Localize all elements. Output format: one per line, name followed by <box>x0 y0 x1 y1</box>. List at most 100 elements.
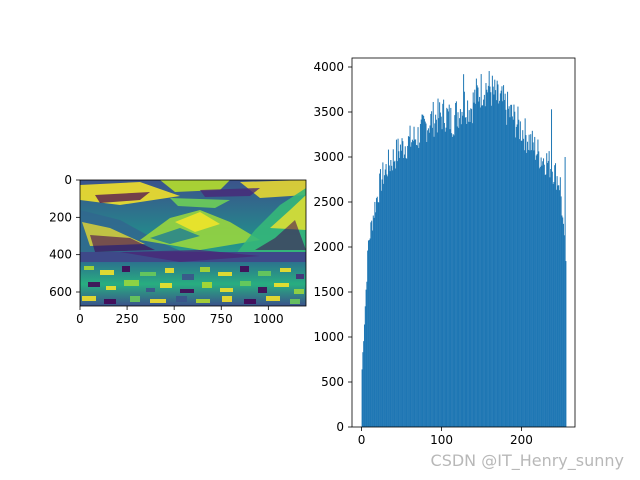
histogram-bar <box>507 91 509 428</box>
histogram-bar <box>451 133 453 428</box>
histogram-bar <box>418 147 420 427</box>
histogram-bar <box>449 129 451 427</box>
histogram-bar <box>482 105 484 427</box>
histogram-y-tick-label: 1500 <box>313 285 344 299</box>
histogram-bar <box>428 132 430 428</box>
histogram-bar <box>474 89 476 427</box>
histogram-bar <box>469 121 471 427</box>
histogram-y-tick-label: 2000 <box>313 240 344 254</box>
histogram-bar <box>520 140 522 427</box>
histogram-bar <box>551 109 553 428</box>
histogram-bar <box>432 101 434 427</box>
histogram-bar <box>443 122 445 427</box>
histogram-bar <box>422 114 424 428</box>
histogram-bar <box>458 127 460 428</box>
histogram-bar <box>361 369 363 427</box>
histogram-bars <box>361 71 567 428</box>
histogram-bar <box>459 109 461 427</box>
histogram-bar <box>425 123 427 427</box>
histogram-bar <box>435 119 437 427</box>
histogram-bar <box>394 160 396 428</box>
histogram-bar <box>396 161 398 428</box>
histogram-bar <box>491 105 493 428</box>
histogram-bar <box>495 100 497 427</box>
histogram-bar <box>388 165 390 428</box>
histogram-bar <box>389 171 391 427</box>
histogram-bar <box>524 118 526 427</box>
histogram-bar <box>499 100 501 427</box>
histogram-bar <box>497 84 499 428</box>
histogram-bar <box>484 106 486 428</box>
histogram-bar <box>540 157 542 427</box>
histogram-bar <box>447 109 449 428</box>
histogram-bar <box>423 115 425 427</box>
histogram-bar <box>519 121 521 427</box>
histogram-bar <box>479 96 481 427</box>
histogram-bar <box>457 112 459 428</box>
histogram-bar <box>516 124 518 428</box>
histogram-bar <box>503 85 505 428</box>
histogram-bar <box>364 306 366 427</box>
histogram-bar <box>406 158 408 427</box>
histogram-bar <box>453 135 455 428</box>
histogram-y-tick-label: 2500 <box>313 195 344 209</box>
histogram-bar <box>363 341 365 427</box>
histogram-bar <box>476 85 478 427</box>
histogram-bar <box>462 115 464 428</box>
histogram-bar <box>560 196 562 427</box>
histogram-bar <box>430 113 432 427</box>
histogram-bar <box>478 101 480 428</box>
histogram-bar <box>561 215 563 427</box>
histogram-bar <box>420 119 422 428</box>
histogram-x-tick-label: 200 <box>510 433 533 447</box>
histogram-bar <box>383 175 385 427</box>
histogram-x-tick-label: 100 <box>430 433 453 447</box>
histogram-bar <box>532 142 534 427</box>
histogram-bar <box>378 202 380 427</box>
histogram-bar <box>373 217 375 427</box>
histogram-bar <box>553 181 555 427</box>
histogram-bar <box>365 289 367 427</box>
histogram-bar <box>405 157 407 427</box>
histogram-bar <box>460 124 462 427</box>
histogram-y-tick-label: 1000 <box>313 330 344 344</box>
histogram-bar <box>521 140 523 427</box>
histogram-bar <box>372 215 374 427</box>
histogram-bar <box>448 104 450 427</box>
histogram-bar <box>438 118 440 427</box>
histogram-bar <box>439 112 441 427</box>
histogram-bar <box>456 126 458 428</box>
histogram-bar <box>511 116 513 428</box>
histogram-bar <box>433 136 435 427</box>
histogram-bar <box>401 138 403 427</box>
histogram-bar <box>531 150 533 427</box>
image-y-tick-label: 400 <box>49 248 72 262</box>
histogram-bar <box>385 164 387 427</box>
histogram-bar <box>392 149 394 428</box>
histogram-bar <box>379 173 381 427</box>
histogram-bar <box>407 145 409 427</box>
histogram-bar <box>427 128 429 427</box>
histogram-bar <box>467 121 469 427</box>
histogram-bar <box>527 141 529 428</box>
histogram-bar <box>543 158 545 427</box>
histogram-bar <box>410 146 412 427</box>
histogram-bar <box>547 162 549 427</box>
histogram-bar <box>441 129 443 428</box>
histogram-bar <box>444 131 446 427</box>
histogram-bar <box>403 158 405 427</box>
image-y-tick-label: 0 <box>64 173 72 187</box>
histogram-bar <box>511 104 513 427</box>
histogram-bar <box>383 183 385 427</box>
histogram-y-tick-label: 3500 <box>313 105 344 119</box>
histogram-bar <box>411 142 413 427</box>
histogram-bar <box>557 185 559 427</box>
histogram-bar <box>395 168 397 427</box>
histogram-bar <box>454 115 456 428</box>
histogram-bar <box>366 281 368 427</box>
histogram-bar <box>489 86 491 428</box>
image-y-tick-label: 200 <box>49 210 72 224</box>
